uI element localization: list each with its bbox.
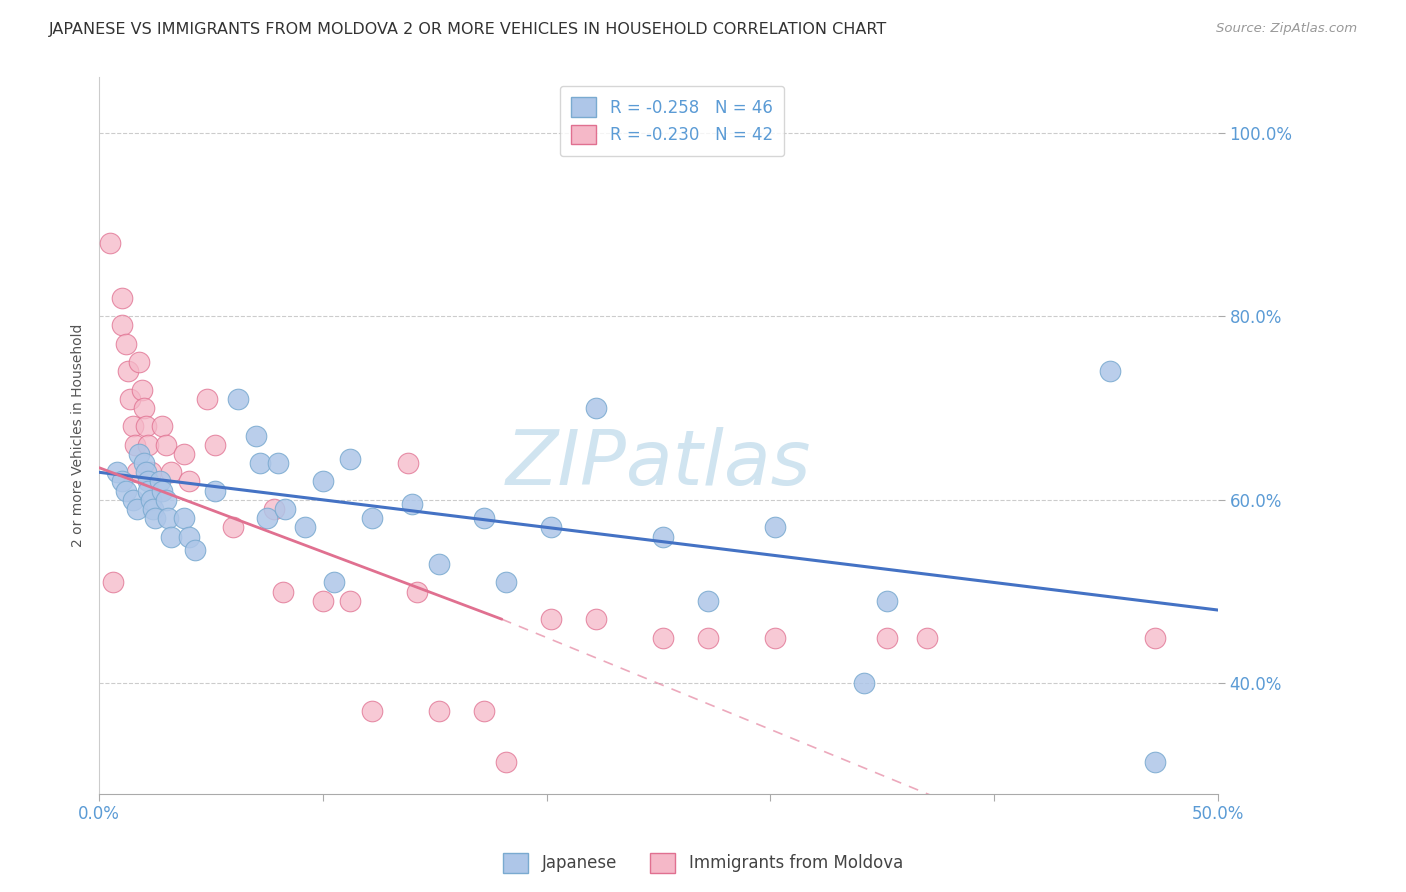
Point — [427, 557, 450, 571]
Point — [1144, 755, 1167, 769]
Point — [159, 465, 181, 479]
Y-axis label: 2 or more Vehicles in Household: 2 or more Vehicles in Household — [72, 324, 86, 548]
Point — [401, 497, 423, 511]
Point — [204, 483, 226, 498]
Point — [135, 419, 157, 434]
Point — [427, 704, 450, 718]
Point — [339, 451, 361, 466]
Point — [763, 520, 786, 534]
Point — [853, 676, 876, 690]
Point — [361, 704, 384, 718]
Point — [142, 502, 165, 516]
Point — [495, 755, 517, 769]
Point — [226, 392, 249, 406]
Point — [245, 428, 267, 442]
Text: JAPANESE VS IMMIGRANTS FROM MOLDOVA 2 OR MORE VEHICLES IN HOUSEHOLD CORRELATION : JAPANESE VS IMMIGRANTS FROM MOLDOVA 2 OR… — [49, 22, 887, 37]
Point — [472, 704, 495, 718]
Point — [143, 511, 166, 525]
Point — [121, 419, 143, 434]
Point — [177, 475, 200, 489]
Point — [173, 511, 195, 525]
Point — [115, 336, 138, 351]
Point — [138, 475, 160, 489]
Point — [696, 631, 718, 645]
Point — [120, 392, 142, 406]
Point — [405, 584, 427, 599]
Point — [184, 543, 207, 558]
Point — [495, 575, 517, 590]
Point — [139, 492, 162, 507]
Point — [249, 456, 271, 470]
Point — [150, 483, 173, 498]
Point — [157, 511, 180, 525]
Legend: R = -0.258   N = 46, R = -0.230   N = 42: R = -0.258 N = 46, R = -0.230 N = 42 — [560, 86, 785, 156]
Point — [274, 502, 297, 516]
Point — [115, 483, 138, 498]
Point — [396, 456, 419, 470]
Point — [138, 438, 160, 452]
Point — [195, 392, 218, 406]
Text: Source: ZipAtlas.com: Source: ZipAtlas.com — [1216, 22, 1357, 36]
Point — [294, 520, 316, 534]
Point — [150, 419, 173, 434]
Point — [312, 475, 335, 489]
Point — [263, 502, 285, 516]
Point — [361, 511, 384, 525]
Point — [128, 355, 150, 369]
Point — [127, 502, 149, 516]
Point — [271, 584, 294, 599]
Point — [177, 530, 200, 544]
Point — [472, 511, 495, 525]
Point — [1144, 631, 1167, 645]
Point — [135, 465, 157, 479]
Point — [540, 612, 562, 626]
Point — [159, 530, 181, 544]
Point — [1099, 364, 1122, 378]
Point — [155, 438, 177, 452]
Legend: Japanese, Immigrants from Moldova: Japanese, Immigrants from Moldova — [496, 847, 910, 880]
Point — [876, 594, 898, 608]
Point — [256, 511, 278, 525]
Point — [98, 235, 121, 250]
Point — [110, 318, 132, 333]
Point — [323, 575, 346, 590]
Point — [585, 401, 607, 415]
Point — [138, 483, 160, 498]
Point — [131, 383, 153, 397]
Point — [267, 456, 290, 470]
Point — [124, 438, 146, 452]
Point — [651, 530, 673, 544]
Point — [128, 447, 150, 461]
Point — [312, 594, 335, 608]
Point — [121, 492, 143, 507]
Point — [110, 291, 132, 305]
Point — [110, 475, 132, 489]
Point — [117, 364, 139, 378]
Point — [915, 631, 938, 645]
Point — [132, 401, 155, 415]
Point — [127, 465, 149, 479]
Point — [651, 631, 673, 645]
Point — [155, 492, 177, 507]
Point — [876, 631, 898, 645]
Point — [763, 631, 786, 645]
Point — [173, 447, 195, 461]
Point — [696, 594, 718, 608]
Point — [339, 594, 361, 608]
Point — [222, 520, 245, 534]
Point — [132, 456, 155, 470]
Point — [139, 465, 162, 479]
Point — [204, 438, 226, 452]
Point — [585, 612, 607, 626]
Point — [148, 475, 170, 489]
Text: ZIPatlas: ZIPatlas — [506, 427, 811, 501]
Point — [105, 465, 128, 479]
Point — [540, 520, 562, 534]
Point — [101, 575, 124, 590]
